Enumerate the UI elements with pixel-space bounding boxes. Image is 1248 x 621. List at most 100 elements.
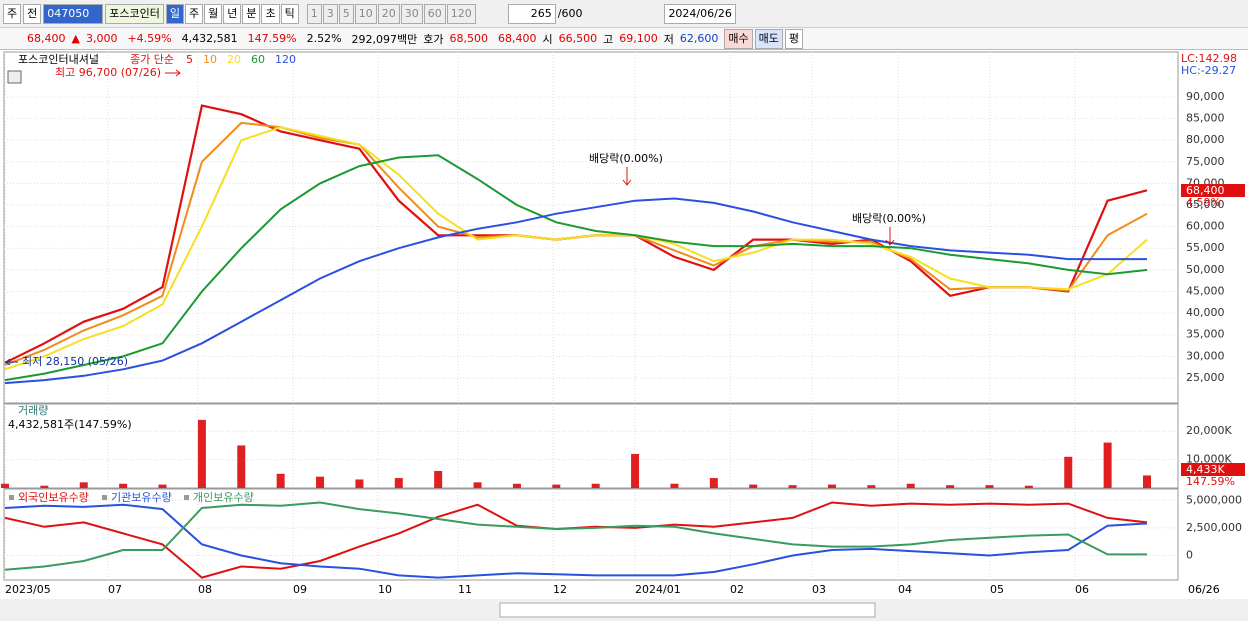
lc-label: LC:142.98 [1181, 52, 1237, 65]
y-tick-label: 35,000 [1186, 328, 1225, 341]
turnover: 2.52% [306, 32, 342, 45]
y-tick-label: 65,000 [1186, 198, 1225, 211]
last-change: 4.59% [1186, 196, 1221, 209]
volume-bar [946, 485, 955, 488]
low-label: 저 [663, 32, 674, 46]
ex-dividend-label: 배당락(0.00%) [589, 152, 663, 165]
date-input[interactable]: 2024/06/26 [664, 3, 736, 24]
x-tick-label: 11 [458, 583, 472, 596]
legend-item: 5 [186, 53, 193, 66]
interval-button[interactable]: 초 [261, 3, 280, 24]
quote-bar: 68,400 ▲ 3,000 +4.59% 4,432,581 147.59% … [0, 28, 1248, 50]
period-type[interactable]: 주 [3, 3, 22, 24]
volume-bar [473, 482, 482, 488]
last-price-box [1181, 184, 1245, 197]
volume-bar [1, 483, 9, 488]
chart-title: 포스코인터내셔널 [18, 53, 99, 66]
volume-panel [3, 403, 1179, 489]
bar-count[interactable]: 265 [507, 3, 556, 24]
count-button[interactable]: 1 [306, 3, 322, 24]
volume-bar [119, 483, 128, 488]
volume-bar [1024, 485, 1033, 488]
volume-bar [827, 484, 836, 488]
legend-swatch [9, 495, 14, 500]
y-tick-label: 0 [1186, 548, 1193, 561]
change: 3,000 [85, 32, 118, 45]
interval-button[interactable]: 일 [165, 3, 184, 24]
x-tick-label: 07 [108, 583, 122, 596]
count-button[interactable]: 30 [400, 3, 423, 24]
volume-bar [355, 479, 364, 488]
y-tick-label: 25,000 [1186, 371, 1225, 384]
y-tick-label: 50,000 [1186, 263, 1225, 276]
legend-item: 기관보유수량 [111, 491, 172, 504]
volume-bar [749, 484, 758, 488]
volume-ratio: 147.59% [247, 32, 297, 45]
buy-button[interactable]: 매수 [724, 28, 753, 49]
y-tick-label: 75,000 [1186, 155, 1225, 168]
count-button[interactable]: 10 [354, 3, 377, 24]
chart: 25,00030,00035,00040,00045,00050,00055,0… [0, 51, 1248, 621]
y-tick-label: 2,500,000 [1186, 521, 1242, 534]
legend-item: 120 [275, 53, 296, 66]
x-tick-label: 10 [378, 583, 392, 596]
change-pct: +4.59% [127, 32, 172, 45]
code-input[interactable]: 047050 [43, 3, 104, 24]
bar-max: /600 [557, 7, 583, 20]
x-tick-label: 09 [293, 583, 307, 596]
volume-bar [394, 478, 403, 488]
volume-bar [867, 485, 876, 488]
scroll-track[interactable] [499, 602, 876, 618]
x-tick-label: 12 [553, 583, 567, 596]
interval-button[interactable]: 월 [204, 3, 223, 24]
bid-label: 호가 [423, 32, 444, 46]
x-tick-label: 2024/01 [635, 583, 681, 596]
y-tick-label: 45,000 [1186, 284, 1225, 297]
ex-dividend-arrow [885, 227, 895, 246]
y-tick-label: 55,000 [1186, 241, 1225, 254]
volume-bar [79, 482, 88, 488]
volume-bar [1103, 442, 1112, 488]
price: 68,400 [27, 32, 66, 45]
high-label: 고 [603, 32, 614, 46]
last-volume-box [1181, 463, 1245, 476]
last-volume: 4,433K [1186, 463, 1225, 476]
volume-bar [1143, 475, 1151, 488]
volume-title: 거래량 [18, 404, 48, 417]
volume-bar [906, 483, 915, 488]
count-button[interactable]: 20 [377, 3, 400, 24]
volume-bar [631, 453, 640, 488]
interval-button[interactable]: 틱 [280, 3, 299, 24]
sell-button[interactable]: 매도 [754, 28, 783, 49]
y-tick-label: 30,000 [1186, 349, 1225, 362]
y-tick-label: 10,000K [1186, 453, 1232, 466]
avg-button[interactable]: 평 [784, 28, 804, 49]
count-button[interactable]: 3 [322, 3, 338, 24]
stock-name[interactable]: 포스코인터 [105, 3, 164, 24]
interval-button[interactable]: 분 [242, 3, 261, 24]
interval-button[interactable]: 주 [184, 3, 204, 24]
count-button[interactable]: 120 [446, 3, 476, 24]
amount: 292,097백만 [351, 32, 418, 46]
ex-dividend-label: 배당락(0.00%) [852, 212, 926, 225]
last-price: 68,400 [1186, 184, 1225, 197]
y-tick-label: 20,000K [1186, 424, 1232, 437]
interval-button[interactable]: 년 [223, 3, 242, 24]
volume-bar [316, 476, 325, 488]
series-line [4, 503, 1148, 579]
change-sign: ▲ [71, 32, 80, 45]
ask: 68,500 [449, 32, 489, 45]
x-tick-label: 2023/05 [5, 583, 51, 596]
high-label: 최고 96,700 (07/26) [55, 66, 161, 79]
y-tick-label: 85,000 [1186, 112, 1225, 125]
compare[interactable]: 전 [23, 3, 42, 24]
series-line [4, 501, 1147, 571]
count-button[interactable]: 60 [423, 3, 446, 24]
x-tick-label: 04 [898, 583, 912, 596]
y-tick-label: 90,000 [1186, 90, 1225, 103]
y-tick-label: 5,000,000 [1186, 493, 1242, 506]
count-button[interactable]: 5 [338, 3, 354, 24]
volume-bar [985, 485, 994, 488]
